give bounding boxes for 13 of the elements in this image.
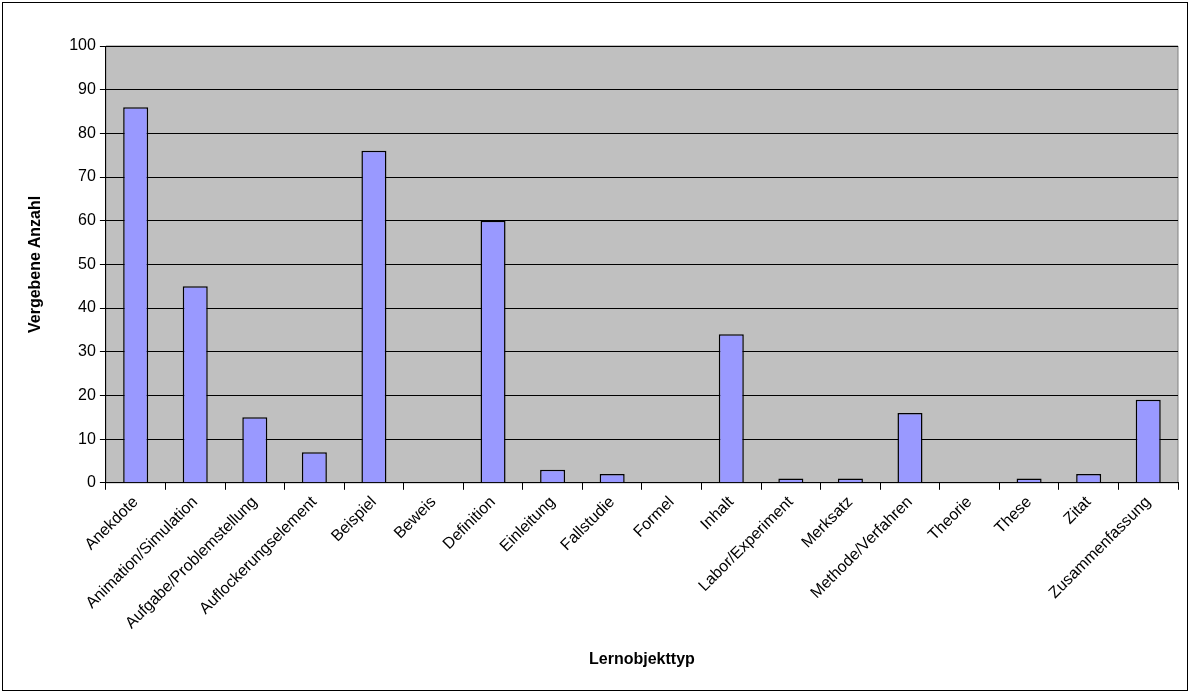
y-tick-label: 60 xyxy=(78,211,96,229)
y-tick-label: 20 xyxy=(78,385,96,403)
y-tick-label: 70 xyxy=(78,167,96,185)
y-tick-label: 50 xyxy=(78,254,96,272)
x-axis-title: Lernobjekttyp xyxy=(589,649,696,667)
y-tick-label: 0 xyxy=(86,473,96,491)
y-axis-title: Vergebene Anzahl xyxy=(26,195,44,334)
y-tick-label: 80 xyxy=(78,123,96,141)
y-tick-label: 30 xyxy=(78,342,96,360)
y-tick-label: 100 xyxy=(69,36,96,54)
y-tick-label: 10 xyxy=(78,429,96,447)
y-tick-label: 40 xyxy=(78,298,96,316)
y-tick-label: 90 xyxy=(78,80,96,98)
